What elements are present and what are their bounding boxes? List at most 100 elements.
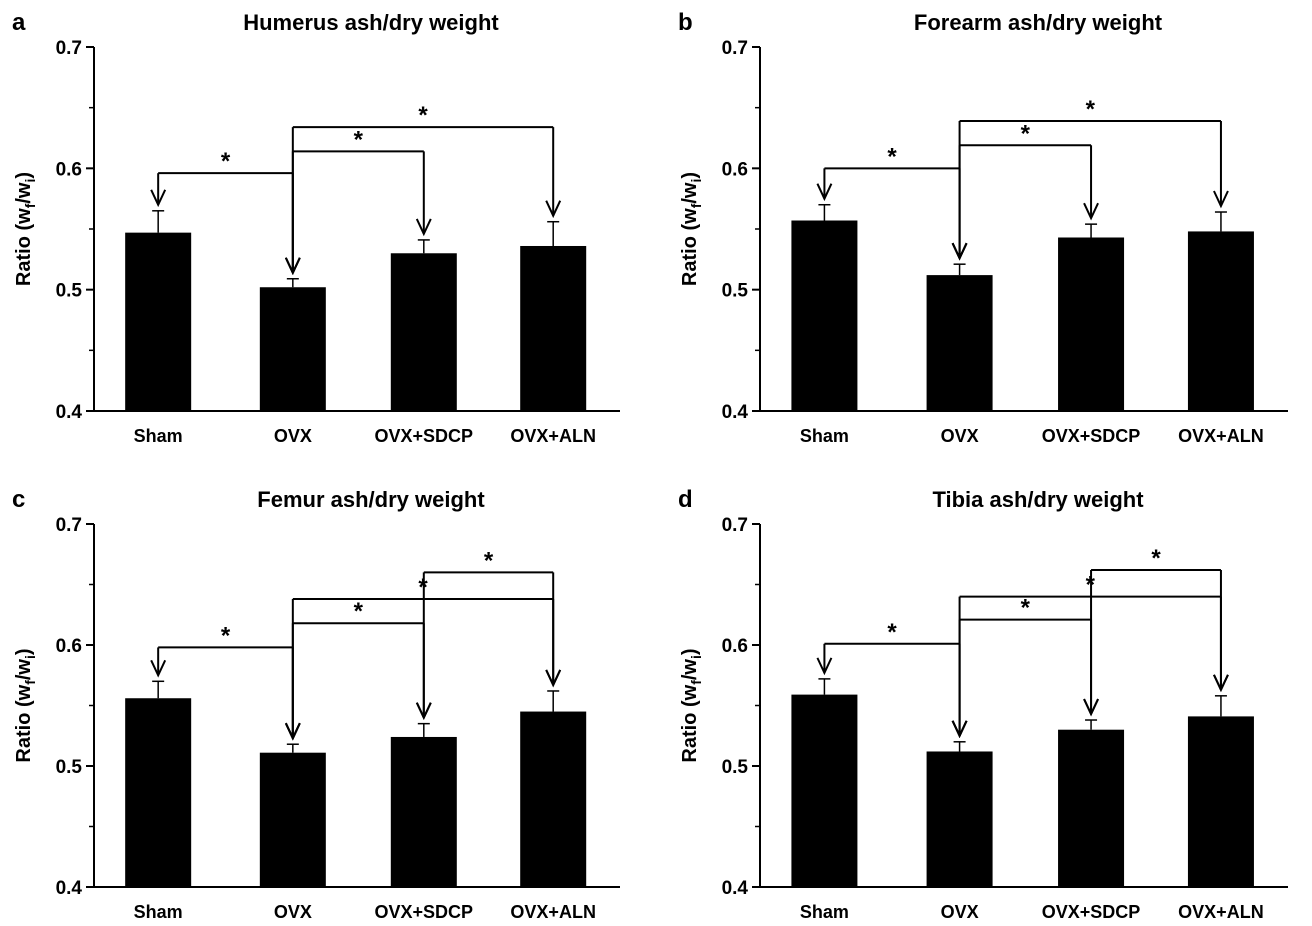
- chart-title: Femur ash/dry weight: [257, 487, 485, 512]
- y-axis-label-part: Ratio (w: [13, 208, 35, 286]
- x-tick-label: OVX+SDCP: [1042, 902, 1141, 921]
- x-tick-label: OVX: [274, 902, 312, 921]
- y-axis-label-part: ): [679, 172, 701, 179]
- bar: [259, 287, 326, 411]
- y-tick-label: 0.5: [56, 281, 83, 302]
- significance-label: *: [354, 126, 364, 153]
- bar: [791, 694, 858, 887]
- x-tick-label: OVX+SDCP: [375, 902, 474, 921]
- bar: [1187, 231, 1254, 411]
- chart-title: Humerus ash/dry weight: [243, 10, 499, 35]
- x-tick-label: OVX+ALN: [1178, 426, 1264, 446]
- x-tick-label: OVX+ALN: [1178, 902, 1264, 921]
- x-tick-label: OVX: [941, 426, 979, 446]
- y-tick-label: 0.6: [56, 159, 82, 180]
- significance-label: *: [887, 143, 897, 170]
- bar: [520, 711, 587, 887]
- y-tick-label: 0.4: [56, 402, 83, 423]
- y-axis-label: Ratio (wf/wi): [13, 172, 38, 286]
- bar: [926, 751, 993, 887]
- panel-label: d: [678, 486, 693, 513]
- x-tick-label: OVX+ALN: [510, 426, 596, 446]
- arrow-head: [1083, 698, 1099, 717]
- y-axis-label-subscript: i: [22, 179, 38, 183]
- y-tick-label: 0.6: [56, 636, 82, 657]
- y-axis-label-subscript: f: [688, 203, 704, 208]
- y-axis-label-part: ): [13, 648, 35, 655]
- x-tick-label: OVX: [941, 902, 979, 921]
- arrow-head: [415, 702, 432, 721]
- panel-label: c: [12, 486, 25, 513]
- bar: [125, 232, 192, 411]
- y-axis-label-subscript: f: [22, 203, 38, 208]
- y-axis-label-subscript: i: [22, 655, 38, 659]
- significance-label: *: [887, 619, 897, 646]
- y-axis-label-part: Ratio (w: [13, 684, 35, 762]
- y-axis-label-part: Ratio (w: [679, 684, 701, 762]
- y-tick-label: 0.7: [722, 515, 748, 536]
- y-axis-label-subscript: i: [688, 179, 704, 183]
- arrow-head: [284, 722, 301, 741]
- panel-b: b Forearm ash/dry weight 0.4 0.5 0.6 0.7 Ratio…: [678, 9, 1288, 446]
- y-tick-label: 0.5: [56, 757, 83, 778]
- y-tick-label: 0.7: [56, 515, 82, 536]
- significance-label: *: [1151, 545, 1161, 572]
- y-axis-label-part: Ratio (w: [679, 208, 701, 286]
- arrow-head: [150, 659, 167, 678]
- y-tick-label: 0.6: [722, 636, 748, 657]
- panel-label: a: [12, 9, 26, 36]
- panel-a: a Humerus ash/dry weight 0.4 0.5 0.6 0.7 Ratio…: [12, 9, 620, 446]
- arrow-head: [816, 183, 833, 202]
- arrow-head: [951, 242, 968, 261]
- y-axis-label-part: ): [13, 172, 35, 179]
- chart-title: Tibia ash/dry weight: [932, 487, 1144, 512]
- x-tick-label: Sham: [134, 902, 183, 921]
- bar: [926, 275, 993, 411]
- y-axis-label-part: /w: [13, 182, 35, 204]
- y-axis-label-subscript: f: [22, 680, 38, 685]
- y-axis-label-part: ): [679, 648, 701, 655]
- bar: [125, 698, 192, 887]
- arrow-head: [150, 189, 167, 208]
- y-tick-label: 0.7: [56, 38, 82, 59]
- y-tick-label: 0.4: [56, 878, 83, 899]
- x-tick-label: Sham: [800, 426, 849, 446]
- bar: [1187, 716, 1254, 887]
- arrow-head: [545, 669, 562, 688]
- y-axis-label-subscript: i: [688, 655, 704, 659]
- arrow-head: [951, 720, 968, 739]
- significance-label: *: [418, 102, 428, 129]
- bar: [520, 245, 587, 411]
- chart-title: Forearm ash/dry weight: [914, 10, 1163, 35]
- bar: [259, 752, 326, 887]
- x-tick-label: OVX+SDCP: [375, 426, 474, 446]
- significance-label: *: [1021, 595, 1031, 622]
- x-tick-label: OVX: [274, 426, 312, 446]
- arrow-head: [545, 200, 562, 219]
- y-axis-label: Ratio (wf/wi): [679, 172, 704, 286]
- bar: [1058, 729, 1125, 887]
- significance-label: *: [221, 148, 231, 175]
- y-tick-label: 0.5: [722, 281, 749, 302]
- x-tick-label: Sham: [134, 426, 183, 446]
- significance-label: *: [354, 598, 364, 625]
- arrow-head: [816, 657, 833, 676]
- arrow-head: [284, 257, 301, 276]
- y-axis-label-part: /w: [679, 659, 701, 681]
- bar: [1058, 237, 1125, 411]
- significance-label: *: [484, 547, 494, 574]
- significance-label: *: [1021, 120, 1031, 147]
- y-tick-label: 0.7: [722, 38, 748, 59]
- arrow-head: [1213, 674, 1229, 693]
- y-tick-label: 0.4: [722, 878, 749, 899]
- y-axis-label-part: /w: [679, 182, 701, 204]
- significance-label: *: [1086, 96, 1096, 123]
- bar: [390, 253, 457, 411]
- y-tick-label: 0.6: [722, 159, 748, 180]
- panel-d: d Tibia ash/dry weight 0.4 0.5 0.6 0.7 Ratio (…: [678, 486, 1288, 922]
- arrow-head: [1083, 202, 1099, 221]
- x-tick-label: OVX+SDCP: [1042, 426, 1141, 446]
- arrow-head: [415, 218, 432, 237]
